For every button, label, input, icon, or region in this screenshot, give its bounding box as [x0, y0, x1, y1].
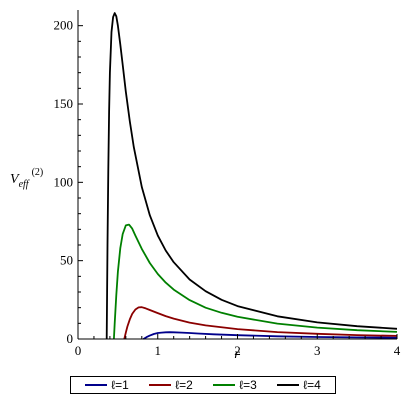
series-line-1	[142, 331, 398, 340]
x-tick-label: 4	[394, 343, 401, 358]
y-tick-label: 150	[54, 96, 74, 111]
x-axis-title: r	[234, 347, 240, 362]
legend-item-1: ℓ=1	[85, 378, 129, 392]
y-tick-label: 0	[67, 331, 74, 346]
legend-swatch	[213, 384, 236, 386]
y-axis-title-sub: eff	[19, 179, 30, 190]
curves-layer	[105, 12, 398, 340]
legend-label: ℓ=3	[239, 378, 257, 392]
x-tick-label: 0	[75, 343, 82, 358]
legend-swatch	[277, 384, 300, 386]
ticks-layer: 0 1 2 3 4 0 50 100 150 200	[54, 18, 401, 358]
x-tick-label: 3	[314, 343, 321, 358]
y-tick-label: 50	[60, 253, 73, 268]
series-line-3	[113, 223, 398, 340]
x-tick-label: 1	[155, 343, 162, 358]
legend-label: ℓ=1	[111, 378, 129, 392]
series-line-2	[123, 306, 398, 340]
y-tick-label: 100	[54, 174, 74, 189]
chart-plot: 0 1 2 3 4 0 50 100 150 200 r Veff(2)	[10, 10, 401, 362]
legend: ℓ=1 ℓ=2 ℓ=3 ℓ=4	[70, 376, 336, 394]
legend-item-4: ℓ=4	[277, 378, 321, 392]
legend-label: ℓ=4	[303, 378, 321, 392]
legend-item-3: ℓ=3	[213, 378, 257, 392]
axes-layer	[77, 10, 397, 340]
y-axis-title-main: V	[10, 172, 20, 187]
y-tick-label: 200	[54, 18, 74, 33]
legend-swatch	[85, 384, 108, 386]
x-tick-label: 2	[234, 343, 241, 358]
y-axis-title-sup: (2)	[32, 167, 44, 178]
legend-label: ℓ=2	[175, 378, 193, 392]
series-line-4	[105, 12, 398, 340]
y-axis-title: Veff(2)	[10, 167, 43, 190]
legend-item-2: ℓ=2	[149, 378, 193, 392]
legend-swatch	[149, 384, 172, 386]
